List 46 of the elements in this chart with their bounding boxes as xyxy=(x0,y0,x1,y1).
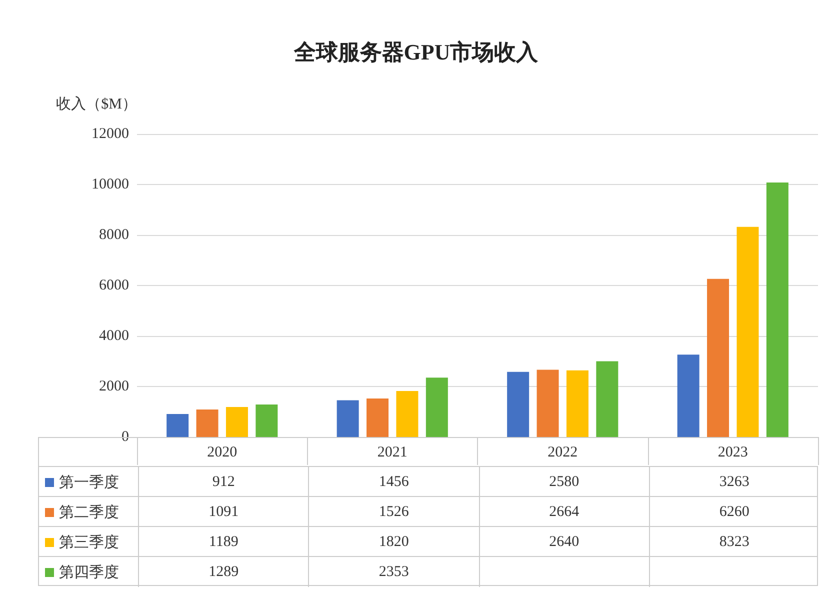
legend-label: 第四季度 xyxy=(59,563,119,582)
bar xyxy=(166,414,189,437)
chart-title: 全球服务器GPU市场收入 xyxy=(292,40,540,64)
bar xyxy=(677,354,700,437)
bar xyxy=(396,391,418,437)
data-label: 1289 xyxy=(138,557,308,587)
data-label: 8323 xyxy=(648,527,819,557)
y-axis-title: 收入（$M） xyxy=(56,96,137,112)
bar xyxy=(507,372,530,437)
data-label: 2580 xyxy=(478,467,649,497)
data-label: 1091 xyxy=(138,497,308,527)
data-label: 6260 xyxy=(648,497,819,527)
y-tick-label: 12000 xyxy=(92,126,129,142)
bar xyxy=(366,398,389,437)
bar xyxy=(196,409,218,437)
x-tick-label: 2021 xyxy=(377,444,408,460)
bar xyxy=(566,370,588,437)
bar xyxy=(536,370,559,437)
x-tick-label: 2023 xyxy=(718,444,748,460)
data-label: 3263 xyxy=(648,467,819,497)
bar xyxy=(596,361,618,437)
x-tick-label: 2022 xyxy=(548,444,578,460)
data-label: 1820 xyxy=(308,527,478,557)
x-tick-label: 2020 xyxy=(207,444,238,460)
y-tick-label: 10000 xyxy=(92,176,129,192)
data-label: 2353 xyxy=(308,557,478,587)
bar xyxy=(426,378,448,437)
legend-label: 第三季度 xyxy=(59,533,119,552)
data-label: 912 xyxy=(138,467,308,497)
bar xyxy=(256,404,278,437)
bar xyxy=(736,226,759,437)
data-label: 1456 xyxy=(308,467,478,497)
y-tick-label: 8000 xyxy=(99,227,129,243)
data-label: 2640 xyxy=(478,527,649,557)
y-tick-label: 6000 xyxy=(99,278,129,294)
bar xyxy=(226,406,248,437)
bar xyxy=(336,400,359,437)
y-tick-label: 4000 xyxy=(99,328,129,344)
data-label: 1189 xyxy=(138,527,308,557)
data-label: 2664 xyxy=(478,497,649,527)
bar xyxy=(766,182,788,437)
legend-label: 第二季度 xyxy=(59,503,119,522)
data-label: 1526 xyxy=(308,497,478,527)
y-tick-label: 2000 xyxy=(99,378,129,394)
legend-label: 第一季度 xyxy=(59,473,119,492)
bar xyxy=(707,278,730,437)
